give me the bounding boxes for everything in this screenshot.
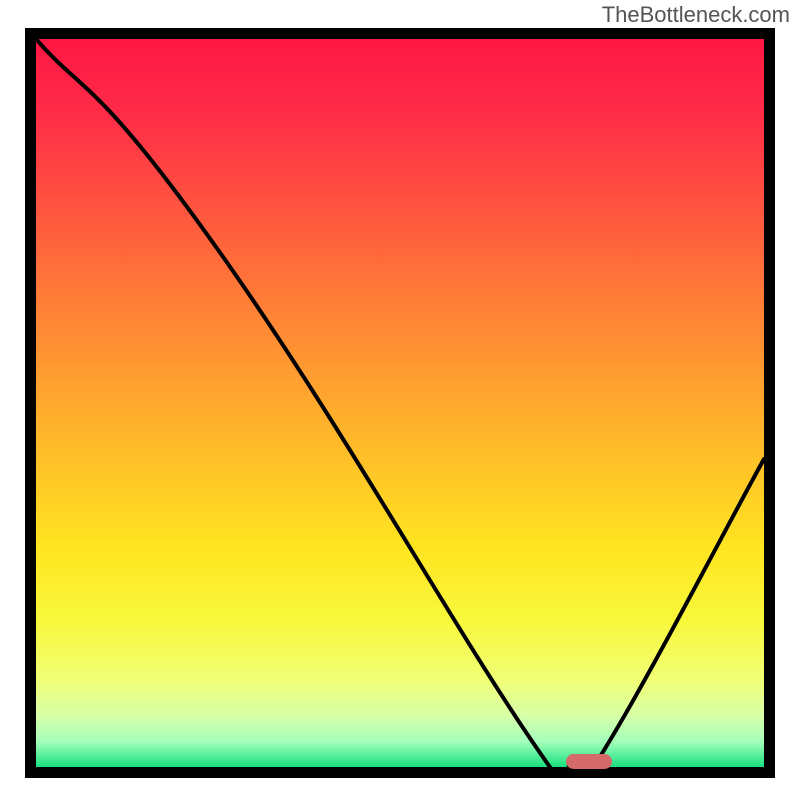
plot-area	[36, 39, 764, 767]
curve-path	[36, 39, 764, 767]
watermark-text: TheBottleneck.com	[602, 2, 790, 28]
optimal-marker	[566, 754, 612, 769]
bottleneck-curve	[36, 39, 764, 767]
chart-frame	[25, 28, 775, 778]
